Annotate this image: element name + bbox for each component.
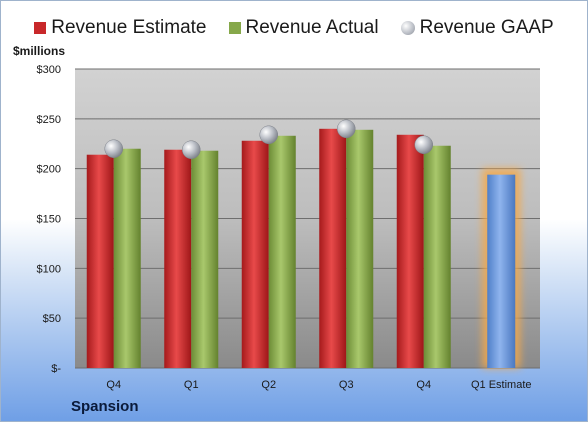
x-tick-label: Q4 (106, 379, 121, 391)
actual-swatch (228, 22, 241, 34)
legend-label-gaap: Revenue GAAP (419, 17, 554, 38)
gaap-swatch (400, 21, 415, 35)
x-tick-label: Q1 Estimate (471, 379, 532, 391)
bar-revenue-actual (191, 150, 219, 368)
legend: Revenue Estimate Revenue Actual Revenue … (1, 17, 587, 39)
bar-revenue-estimate (396, 134, 424, 368)
legend-label-estimate: Revenue Estimate (51, 17, 207, 38)
y-tick-label: $200 (37, 164, 61, 176)
legend-item-estimate: Revenue Estimate (34, 17, 207, 39)
company-name: Spansion (71, 398, 139, 415)
x-tick-label: Q4 (416, 379, 431, 391)
bar-q1-estimate (487, 174, 516, 368)
marker-revenue-gaap (259, 125, 278, 145)
y-tick-label: $50 (43, 313, 61, 325)
estimate-swatch (34, 22, 47, 34)
marker-revenue-gaap (104, 139, 123, 158)
bar-revenue-estimate (241, 140, 269, 368)
legend-item-actual: Revenue Actual (228, 17, 379, 39)
bar-revenue-actual (113, 148, 141, 368)
bar-revenue-actual (268, 135, 296, 368)
bar-revenue-estimate (164, 149, 192, 368)
x-tick-label: Q2 (261, 379, 276, 391)
legend-label-actual: Revenue Actual (245, 17, 379, 38)
y-tick-label: $250 (37, 114, 61, 126)
legend-item-gaap: Revenue GAAP (400, 17, 554, 39)
bar-revenue-actual (423, 145, 451, 368)
marker-revenue-gaap (182, 140, 201, 159)
marker-revenue-gaap (337, 119, 356, 139)
y-axis-ticks: $- $50 $100 $150 $200 $250 $300 (37, 64, 62, 375)
y-tick-label: $300 (37, 64, 61, 76)
x-axis-ticks: Q4 Q1 Q2 Q3 Q4 Q1 Estimate (106, 379, 531, 391)
y-tick-label: $100 (37, 263, 61, 275)
bar-revenue-estimate (319, 128, 347, 368)
bars (86, 119, 521, 368)
marker-revenue-gaap (414, 135, 433, 154)
x-tick-label: Q1 (184, 379, 199, 391)
gridlines (75, 68, 540, 369)
x-tick-label: Q3 (339, 379, 354, 391)
bar-revenue-estimate (86, 154, 114, 368)
bar-revenue-actual (346, 129, 374, 368)
y-axis-unit-label: $millions (13, 44, 66, 58)
y-tick-label: $- (51, 363, 61, 375)
y-tick-label: $150 (37, 214, 61, 226)
